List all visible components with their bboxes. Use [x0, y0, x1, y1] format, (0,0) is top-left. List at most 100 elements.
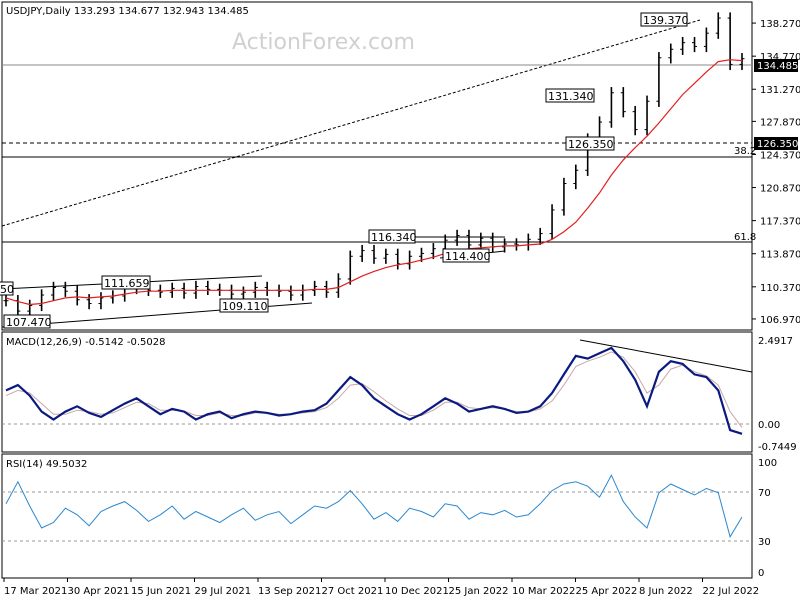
price-tick-label: 113.870 — [760, 250, 800, 261]
time-tick-label: 22 Jul 2022 — [703, 586, 760, 597]
time-tick-label: 10 Dec 2021 — [385, 586, 449, 597]
price-tick-label: 138.270 — [760, 19, 800, 30]
price-bar — [98, 292, 104, 310]
time-tick-label: 15 Jun 2021 — [131, 586, 191, 597]
price-tick-label: 127.870 — [760, 117, 800, 128]
long-trendline — [1, 19, 701, 227]
symbol-header: USDJPY,Daily 133.293 134.677 132.943 134… — [6, 6, 249, 17]
level-tag: 126.350 — [754, 137, 798, 150]
rsi-line — [5, 474, 743, 539]
watermark: ActionForex.com — [232, 30, 415, 55]
price-tick-label: 134.770 — [760, 52, 800, 63]
price-bar — [62, 281, 68, 297]
macd-tick-top: 2.4917 — [758, 336, 793, 347]
rsi-tick-0: 0 — [758, 568, 764, 579]
price-bar — [549, 204, 555, 240]
time-tick-label: 25 Jan 2022 — [449, 586, 509, 597]
price-bar — [205, 280, 211, 296]
price-bar — [240, 286, 246, 300]
price-bar — [561, 177, 567, 216]
annotation-116340: 116.340 — [368, 229, 417, 244]
price-bar — [3, 295, 9, 307]
annotation-111659: 111.659 — [101, 275, 151, 290]
price-bar — [513, 238, 519, 251]
svg-text:107.470: 107.470 — [6, 316, 52, 329]
price-bar — [656, 52, 662, 107]
rsi-tick-30: 30 — [758, 537, 771, 548]
annotation-109110: 109.110 — [219, 298, 269, 313]
price-bar — [383, 248, 389, 264]
price-bar — [644, 95, 650, 136]
price-tick-label: 110.370 — [760, 283, 800, 294]
price-bar — [537, 227, 543, 245]
annotation-131340: 131.340 — [545, 88, 595, 103]
price-bar — [74, 285, 80, 306]
price-bar — [466, 229, 472, 251]
annotation-107470: 107.470 — [3, 314, 52, 329]
price-bar — [727, 12, 733, 71]
price-bar — [86, 294, 92, 310]
price-tick-label: 106.970 — [760, 315, 800, 326]
time-tick-label: 25 Apr 2022 — [576, 586, 638, 597]
svg-text:50: 50 — [0, 283, 14, 296]
price-panel: ActionForex.com USDJPY,Daily 133.293 134… — [0, 1, 756, 373]
time-tick-label: 13 Sep 2021 — [258, 586, 321, 597]
annotation-114400: 114.400 — [442, 248, 491, 263]
price-bar — [680, 36, 686, 55]
price-tick-label: 120.870 — [760, 184, 800, 195]
rsi-title: RSI(14) 49.5032 — [6, 459, 87, 470]
svg-text:126.350: 126.350 — [757, 139, 798, 150]
price-bar — [573, 164, 579, 190]
annotation-partial-50: 50 — [0, 281, 14, 296]
price-bar — [608, 87, 614, 128]
macd-divergence-line — [579, 339, 753, 373]
svg-text:126.350: 126.350 — [568, 138, 614, 151]
price-bar — [27, 299, 33, 317]
price-tick-label: 124.370 — [760, 150, 800, 161]
time-tick-label: 29 Jul 2021 — [195, 586, 252, 597]
fib-618-label: 61.8 — [734, 232, 756, 243]
price-tick-label: 131.270 — [760, 85, 800, 96]
price-bar — [50, 281, 56, 301]
price-bar — [335, 273, 341, 298]
price-bar — [739, 53, 745, 71]
svg-text:114.400: 114.400 — [445, 250, 491, 263]
svg-text:139.370: 139.370 — [643, 14, 689, 27]
price-bars — [3, 12, 745, 317]
price-tick-label: 117.370 — [760, 217, 800, 228]
price-bar — [692, 36, 698, 53]
price-bar — [395, 248, 401, 270]
time-axis: 17 Mar 2021 30 Apr 2021 15 Jun 2021 29 Jul … — [3, 578, 760, 597]
rsi-tick-70: 70 — [758, 488, 771, 499]
moving-average-line — [5, 59, 743, 306]
macd-tick-zero: 0.00 — [758, 420, 780, 431]
macd-line — [5, 346, 743, 435]
macd-tick-bottom: -0.7449 — [758, 442, 797, 453]
macd-title: MACD(12,26,9) -0.5142 -0.5028 — [6, 337, 166, 348]
time-tick-label: 27 Oct 2021 — [322, 586, 384, 597]
time-tick-label: 17 Mar 2021 — [4, 586, 67, 597]
svg-text:131.340: 131.340 — [548, 90, 594, 103]
annotation-126350: 126.350 — [565, 136, 615, 151]
price-bar — [39, 289, 45, 312]
price-bar — [703, 27, 709, 53]
price-bar — [620, 87, 626, 118]
price-bar — [715, 12, 721, 39]
price-axis: 138.270 134.770 131.270 127.870 124.370 120.8… — [752, 19, 800, 326]
price-bar — [454, 229, 460, 246]
current-price-tag: 134.485 — [754, 59, 798, 72]
macd-panel: MACD(12,26,9) -0.5142 -0.5028 — [1, 331, 753, 453]
price-bar — [371, 244, 377, 264]
rsi-tick-100: 100 — [758, 458, 777, 469]
time-tick-label: 10 Mar 2022 — [512, 586, 575, 597]
price-bar — [632, 105, 638, 136]
svg-text:111.659: 111.659 — [104, 277, 150, 290]
price-bar — [668, 43, 674, 64]
time-tick-label: 8 Jun 2022 — [639, 586, 693, 597]
svg-text:109.110: 109.110 — [222, 300, 268, 313]
rsi-panel: RSI(14) 49.5032 — [1, 453, 753, 579]
price-bar — [359, 244, 365, 262]
svg-text:134.485: 134.485 — [757, 61, 798, 72]
annotation-139370: 139.370 — [640, 12, 689, 27]
